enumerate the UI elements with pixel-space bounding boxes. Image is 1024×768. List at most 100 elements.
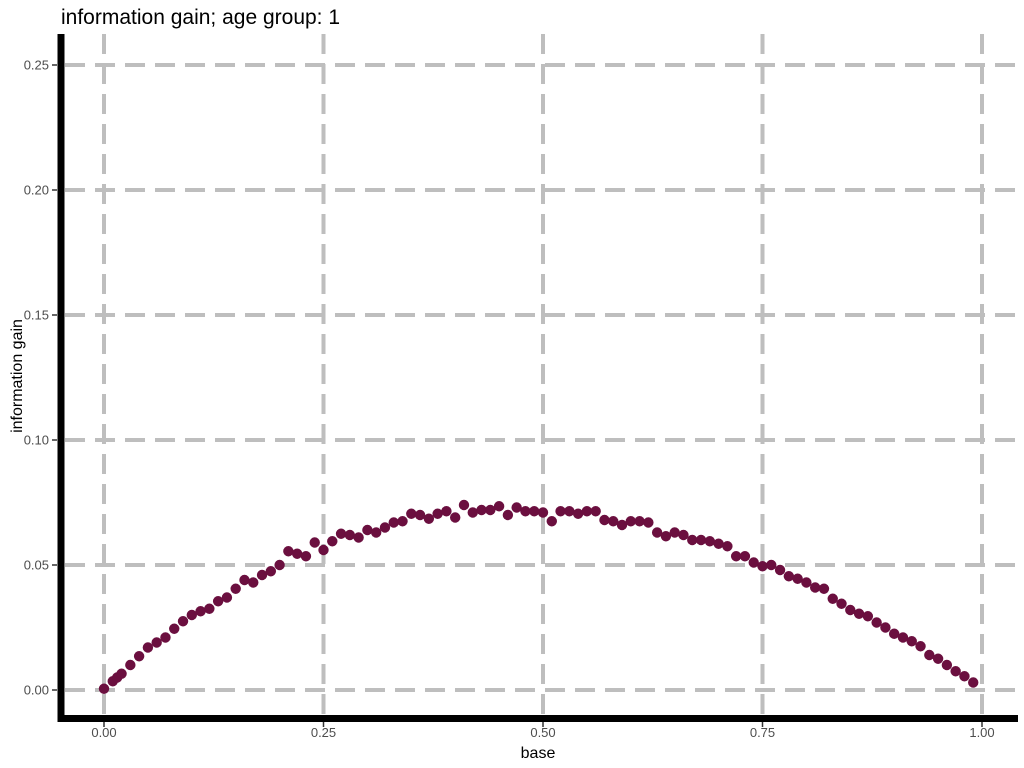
- data-point: [836, 598, 847, 609]
- data-point: [862, 611, 874, 622]
- data-point: [783, 571, 795, 582]
- data-point: [704, 536, 716, 547]
- x-grid-lines: [102, 34, 984, 714]
- data-point: [125, 659, 136, 671]
- x-axis-ticks: 0.00 0.25 0.50 0.75 1.00: [91, 722, 995, 740]
- data-point: [177, 616, 189, 627]
- data-point: [529, 506, 540, 517]
- data-point: [713, 538, 724, 549]
- data-point: [256, 569, 268, 581]
- data-point: [397, 516, 408, 527]
- x-axis-title: base: [521, 745, 556, 762]
- data-point: [932, 653, 944, 664]
- data-point: [853, 608, 865, 619]
- data-point: [493, 501, 505, 512]
- data-point: [581, 506, 593, 517]
- data-point: [941, 659, 953, 671]
- data-point: [520, 506, 531, 517]
- data-point: [827, 593, 838, 604]
- data-point: [774, 564, 786, 576]
- data-point: [730, 551, 742, 562]
- data-point: [757, 561, 768, 572]
- data-point: [590, 506, 601, 517]
- data-point: [98, 683, 110, 694]
- data-point: [388, 517, 399, 528]
- data-point: [450, 512, 461, 523]
- data-point: [634, 516, 645, 527]
- data-point: [230, 583, 241, 594]
- data-point: [116, 668, 127, 679]
- chart-title: information gain; age group: 1: [61, 6, 340, 29]
- data-point: [766, 559, 777, 571]
- y-axis-ticks: 0.00 0.05 0.10 0.15 0.20 0.25: [24, 58, 57, 698]
- data-point: [327, 536, 338, 547]
- data-points: [98, 499, 979, 694]
- data-point: [915, 641, 926, 652]
- data-point: [608, 516, 619, 527]
- data-point: [133, 651, 145, 662]
- data-point: [687, 534, 698, 546]
- data-point: [221, 592, 233, 603]
- data-point: [265, 566, 277, 577]
- data-point: [195, 606, 206, 617]
- data-point: [370, 527, 382, 538]
- data-point: [239, 574, 250, 586]
- data-point: [441, 506, 452, 517]
- data-point: [546, 516, 557, 527]
- data-point: [564, 506, 575, 517]
- data-point: [151, 637, 162, 648]
- data-point: [511, 502, 522, 513]
- x-tick-label: 0.50: [530, 725, 555, 740]
- data-point: [625, 516, 636, 527]
- data-point: [458, 499, 470, 511]
- data-point: [204, 603, 215, 614]
- data-point: [950, 666, 961, 677]
- data-point: [169, 623, 180, 634]
- data-point: [248, 577, 259, 588]
- data-point: [186, 609, 197, 621]
- data-point: [555, 506, 566, 517]
- data-point: [432, 508, 443, 519]
- data-point: [537, 507, 549, 518]
- data-point: [959, 671, 970, 682]
- data-point: [502, 509, 514, 521]
- y-tick-label: 0.10: [24, 433, 49, 448]
- data-point: [274, 559, 285, 571]
- data-point: [599, 514, 610, 526]
- data-point: [283, 546, 294, 557]
- data-point: [651, 527, 663, 538]
- data-point: [801, 577, 812, 588]
- data-point: [669, 527, 680, 538]
- x-tick-label: 0.25: [311, 725, 336, 740]
- data-point: [739, 551, 751, 562]
- data-point: [792, 573, 803, 584]
- data-point: [906, 636, 917, 647]
- data-point: [643, 517, 654, 528]
- data-point: [572, 508, 584, 519]
- y-tick-label: 0.20: [24, 183, 49, 198]
- data-point: [160, 632, 171, 643]
- data-point: [818, 583, 830, 594]
- data-point: [406, 508, 417, 519]
- data-point: [748, 557, 759, 568]
- y-axis-title: information gain: [9, 319, 26, 433]
- data-point: [889, 628, 900, 639]
- data-point: [379, 522, 391, 533]
- data-point: [353, 532, 364, 543]
- data-point: [845, 604, 856, 616]
- data-point: [300, 551, 312, 562]
- data-point: [335, 528, 347, 539]
- data-point: [318, 544, 329, 556]
- data-point: [362, 524, 373, 536]
- data-point: [467, 507, 478, 518]
- data-point: [722, 541, 733, 552]
- data-point: [212, 596, 224, 607]
- data-point: [309, 537, 320, 548]
- y-tick-label: 0.15: [24, 308, 49, 323]
- data-point: [291, 548, 303, 559]
- data-point: [344, 529, 356, 541]
- data-point: [423, 513, 435, 524]
- data-point: [678, 529, 689, 541]
- data-point: [968, 677, 979, 688]
